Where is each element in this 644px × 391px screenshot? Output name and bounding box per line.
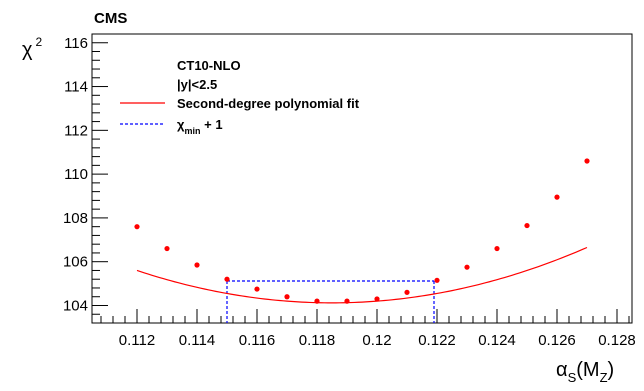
legend-band-label-main: χ: [177, 117, 185, 132]
x-tick-label: 0.114: [179, 332, 215, 349]
data-point: [134, 224, 140, 230]
x-axis-title-sub2: Z: [600, 370, 608, 385]
data-point: [554, 194, 560, 200]
data-point: [374, 296, 380, 302]
x-tick-label: 0.124: [478, 332, 516, 349]
legend: CT10-NLO |y|<2.5 Second-degree polynomia…: [120, 58, 360, 136]
x-tick-label: 0.118: [299, 332, 335, 349]
data-point: [344, 298, 350, 304]
legend-band-label: χmin + 1: [177, 117, 223, 136]
x-axis-title-open: (M: [576, 359, 599, 381]
y-axis-ticks: 104 106 108 110 112 114 116: [63, 33, 108, 324]
x-tick-label: 0.112: [119, 332, 155, 349]
x-axis-title: αS(MZ): [556, 359, 614, 385]
y-tick-label: 106: [63, 254, 88, 271]
data-point: [464, 264, 470, 270]
experiment-label: CMS: [94, 10, 127, 27]
x-axis-title-main: α: [556, 359, 568, 381]
data-point: [194, 262, 200, 268]
y-tick-label: 112: [64, 122, 88, 139]
data-point: [314, 298, 320, 304]
y-axis-title-main: χ: [22, 39, 33, 61]
data-point: [254, 286, 260, 292]
legend-header-1: CT10-NLO: [177, 58, 241, 73]
y-tick-label: 108: [63, 210, 88, 227]
data-points: [134, 158, 590, 304]
x-tick-label: 0.122: [418, 332, 456, 349]
legend-fit-label: Second-degree polynomial fit: [177, 96, 360, 111]
data-point: [224, 276, 230, 282]
y-tick-label: 114: [64, 79, 88, 96]
x-tick-label: 0.12: [362, 332, 391, 349]
y-tick-label: 110: [64, 166, 88, 183]
legend-band-label-sub: min: [184, 126, 200, 136]
svg-text:χ2: χ2: [22, 35, 43, 61]
y-tick-label: 116: [64, 35, 88, 52]
x-axis-ticks: 0.112 0.114 0.116 0.118 0.12 0.122 0.124 0.126 0…: [100, 309, 636, 349]
x-axis-title-close: ): [608, 359, 615, 381]
data-point: [524, 222, 530, 229]
svg-text:αS(MZ): αS(MZ): [556, 359, 614, 385]
y-tick-label: 104: [63, 297, 88, 314]
data-point: [494, 245, 500, 252]
x-tick-label: 0.116: [239, 332, 275, 349]
legend-header-2: |y|<2.5: [177, 77, 217, 92]
data-point: [164, 245, 170, 252]
y-axis-title-sup: 2: [36, 35, 43, 49]
data-point: [434, 277, 440, 283]
fit-curve: [136, 246, 588, 304]
x-tick-label: 0.128: [598, 332, 636, 349]
data-point: [404, 289, 410, 295]
legend-band-label-rest: + 1: [201, 117, 223, 132]
chi2-min-plus-1-band: [226, 280, 435, 323]
data-point: [284, 294, 290, 300]
data-point: [584, 158, 590, 164]
plot-frame: [91, 33, 633, 324]
x-tick-label: 0.126: [538, 332, 576, 349]
x-axis-title-sub1: S: [568, 370, 577, 385]
